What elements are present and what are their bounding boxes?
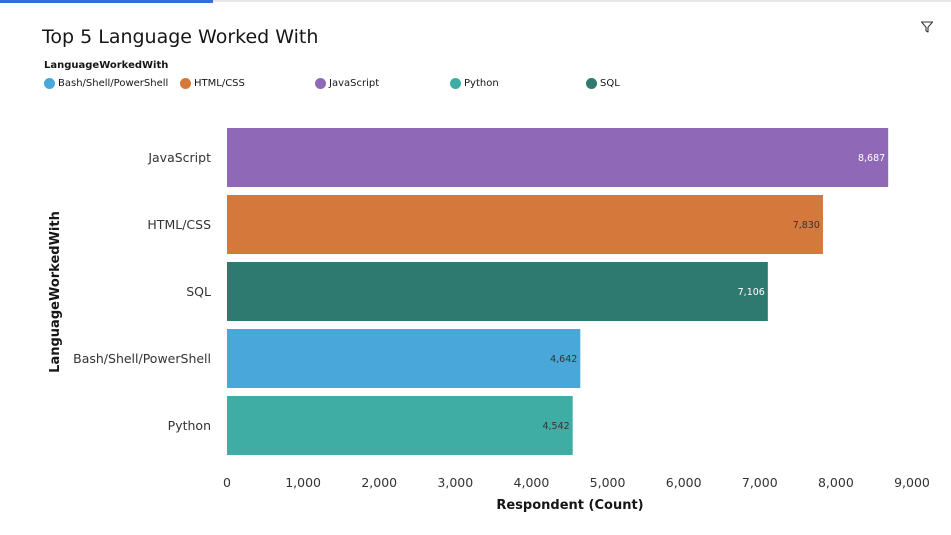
x-tick-label: 2,000: [361, 475, 397, 490]
data-label: 7,830: [793, 220, 820, 231]
filter-icon[interactable]: [920, 20, 934, 34]
bar-sql[interactable]: [227, 262, 768, 321]
legend-label: HTML/CSS: [194, 77, 245, 89]
category-label: Python: [168, 418, 211, 433]
x-axis-title: Respondent (Count): [496, 498, 643, 513]
legend-swatch: [315, 77, 326, 89]
legend-item-javascript[interactable]: JavaScript: [315, 76, 379, 90]
x-tick-label: 9,000: [894, 475, 930, 490]
legend-swatch: [586, 77, 597, 89]
x-tick-label: 7,000: [742, 475, 778, 490]
category-label: HTML/CSS: [147, 217, 211, 232]
category-label: JavaScript: [147, 150, 211, 165]
legend-item-htmlcss[interactable]: HTML/CSS: [180, 76, 245, 90]
legend-label: JavaScript: [329, 77, 380, 89]
legend-swatch: [450, 77, 461, 89]
top-divider: [0, 0, 951, 2]
x-tick-label: 6,000: [666, 475, 702, 490]
legend-item-sql[interactable]: SQL: [586, 76, 620, 90]
bar-bash-shell-powershell[interactable]: [227, 329, 581, 388]
legend-label: Python: [464, 77, 499, 89]
active-tab-indicator: [0, 0, 213, 3]
x-tick-label: 0: [223, 475, 231, 490]
legend-label: SQL: [600, 77, 620, 89]
data-label: 8,687: [858, 153, 885, 164]
x-tick-label: 4,000: [514, 475, 550, 490]
category-label: SQL: [186, 284, 211, 299]
legend-item-bash[interactable]: Bash/Shell/PowerShell: [44, 76, 168, 90]
x-tick-label: 8,000: [818, 475, 854, 490]
x-tick-label: 3,000: [437, 475, 473, 490]
y-axis-title: LanguageWorkedWith: [48, 211, 63, 373]
bar-html-css[interactable]: [227, 195, 823, 254]
x-tick-label: 1,000: [285, 475, 321, 490]
x-axis-ticks: 0 1,000 2,000 3,000 4,000 5,000 6,000 7,000 8,00…: [223, 475, 930, 490]
data-label: 4,542: [542, 421, 569, 432]
legend-swatch: [44, 77, 55, 89]
x-tick-label: 5,000: [590, 475, 626, 490]
legend-item-python[interactable]: Python: [450, 76, 499, 90]
bar-javascript[interactable]: [227, 128, 889, 187]
legend-label: Bash/Shell/PowerShell: [58, 77, 169, 89]
chart-title: Top 5 Language Worked With: [42, 26, 319, 48]
bar-python[interactable]: [227, 396, 573, 455]
legend-swatch: [180, 77, 191, 89]
data-label: 7,106: [738, 287, 765, 298]
bars-group: JavaScript 8,687 HTML/CSS 7,830 SQL 7,106 Bash…: [73, 128, 889, 455]
data-label: 4,642: [550, 354, 577, 365]
legend-title: LanguageWorkedWith: [44, 60, 169, 71]
category-label: Bash/Shell/PowerShell: [73, 351, 211, 366]
